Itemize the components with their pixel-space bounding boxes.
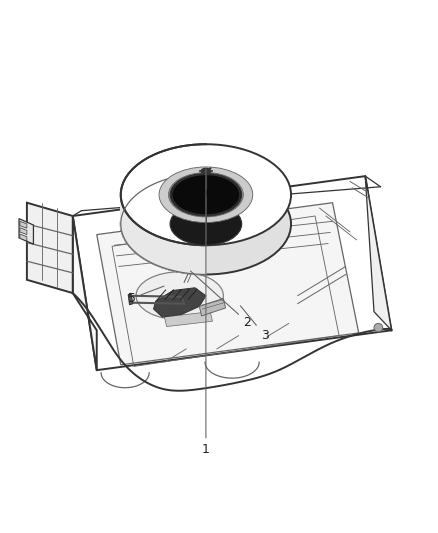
Polygon shape xyxy=(161,151,164,181)
Polygon shape xyxy=(365,176,392,330)
Polygon shape xyxy=(202,144,206,174)
Polygon shape xyxy=(20,228,27,235)
Polygon shape xyxy=(155,236,158,266)
Ellipse shape xyxy=(159,167,253,222)
Polygon shape xyxy=(199,245,202,274)
Polygon shape xyxy=(148,157,150,187)
Polygon shape xyxy=(130,171,131,201)
Polygon shape xyxy=(192,245,196,274)
Polygon shape xyxy=(167,240,170,270)
Polygon shape xyxy=(138,225,141,256)
Polygon shape xyxy=(128,173,130,204)
Polygon shape xyxy=(130,217,131,248)
Ellipse shape xyxy=(169,173,244,217)
Polygon shape xyxy=(167,149,170,179)
Polygon shape xyxy=(179,243,183,272)
Polygon shape xyxy=(164,150,167,180)
Polygon shape xyxy=(183,146,186,175)
Polygon shape xyxy=(127,213,128,245)
Polygon shape xyxy=(123,206,124,237)
Ellipse shape xyxy=(136,272,223,320)
Polygon shape xyxy=(131,169,133,200)
Polygon shape xyxy=(164,312,212,327)
Text: 3: 3 xyxy=(240,306,269,342)
Polygon shape xyxy=(196,245,199,274)
Polygon shape xyxy=(199,298,226,316)
Ellipse shape xyxy=(374,324,383,332)
Polygon shape xyxy=(123,182,124,213)
Polygon shape xyxy=(133,167,134,198)
Polygon shape xyxy=(136,164,138,195)
Polygon shape xyxy=(138,163,141,193)
Ellipse shape xyxy=(201,168,211,174)
Polygon shape xyxy=(145,158,148,189)
Polygon shape xyxy=(73,216,97,370)
Ellipse shape xyxy=(121,173,291,274)
Polygon shape xyxy=(189,244,192,274)
Polygon shape xyxy=(143,159,145,190)
Polygon shape xyxy=(155,153,158,183)
Polygon shape xyxy=(170,240,173,271)
Polygon shape xyxy=(152,154,155,184)
Polygon shape xyxy=(196,144,199,174)
Polygon shape xyxy=(141,227,143,258)
Polygon shape xyxy=(179,146,183,176)
Polygon shape xyxy=(173,148,176,177)
Polygon shape xyxy=(122,204,123,235)
Polygon shape xyxy=(20,221,27,228)
Polygon shape xyxy=(143,229,145,260)
Polygon shape xyxy=(199,144,202,174)
Polygon shape xyxy=(152,234,155,264)
Polygon shape xyxy=(124,209,126,241)
Polygon shape xyxy=(27,203,73,293)
Text: 5: 5 xyxy=(128,286,164,305)
Polygon shape xyxy=(183,243,186,273)
Ellipse shape xyxy=(170,203,242,245)
Polygon shape xyxy=(186,244,189,273)
Polygon shape xyxy=(134,166,136,197)
Polygon shape xyxy=(158,237,161,267)
Polygon shape xyxy=(136,224,138,255)
Polygon shape xyxy=(145,230,148,261)
Polygon shape xyxy=(141,161,143,191)
Polygon shape xyxy=(20,234,27,241)
Polygon shape xyxy=(128,215,130,246)
Ellipse shape xyxy=(172,174,240,215)
Polygon shape xyxy=(192,144,196,174)
Polygon shape xyxy=(19,219,33,244)
Polygon shape xyxy=(176,242,179,272)
Polygon shape xyxy=(122,184,123,215)
Text: 1: 1 xyxy=(202,169,210,456)
Text: 2: 2 xyxy=(191,271,251,329)
Polygon shape xyxy=(170,148,173,178)
Ellipse shape xyxy=(121,144,291,245)
Polygon shape xyxy=(161,238,164,268)
Polygon shape xyxy=(126,212,127,243)
Polygon shape xyxy=(126,176,127,207)
Polygon shape xyxy=(186,145,189,175)
Polygon shape xyxy=(150,155,152,186)
Polygon shape xyxy=(189,145,192,174)
Ellipse shape xyxy=(170,174,242,216)
Polygon shape xyxy=(127,174,128,205)
Polygon shape xyxy=(158,152,161,182)
Polygon shape xyxy=(176,147,179,176)
Polygon shape xyxy=(134,222,136,253)
Polygon shape xyxy=(131,219,133,250)
Polygon shape xyxy=(124,178,126,209)
Polygon shape xyxy=(133,221,134,252)
Polygon shape xyxy=(128,293,133,305)
Polygon shape xyxy=(97,203,359,365)
Polygon shape xyxy=(202,245,206,274)
Polygon shape xyxy=(173,241,176,271)
Polygon shape xyxy=(148,231,150,262)
Polygon shape xyxy=(164,239,167,269)
Polygon shape xyxy=(150,233,152,263)
Polygon shape xyxy=(153,288,206,317)
